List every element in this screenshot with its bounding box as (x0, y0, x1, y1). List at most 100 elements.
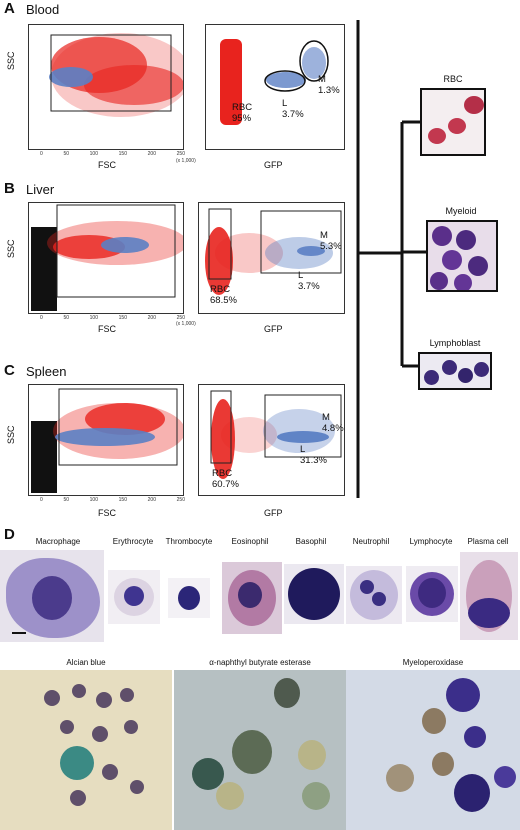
stained-cell (124, 720, 138, 734)
scatter-fsc-ssc-spleen (28, 384, 184, 496)
l-text: L (300, 444, 306, 455)
esterase-cell (274, 678, 300, 708)
tick: 250 (176, 497, 185, 503)
scatter-gfp-ssc-blood (205, 24, 345, 150)
myeloid-cell (456, 230, 476, 250)
erythrocyte-nucleus (124, 586, 144, 606)
m-pct: 4.8% (322, 423, 344, 434)
scatter-svg-b1 (31, 204, 183, 311)
panel-letter-c: C (4, 362, 15, 379)
label-rbc-a: RBC 95% (232, 102, 252, 124)
m-pct: 5.3% (320, 241, 342, 252)
erythrocyte-bg (216, 782, 244, 810)
rbc-text: RBC (210, 284, 231, 295)
m-text: M (318, 74, 326, 85)
erythrocyte-bg (298, 740, 326, 770)
rbc-cloud (51, 33, 183, 117)
tick: 200 (147, 497, 156, 503)
tick: 150 (118, 497, 127, 503)
fsc-unit-a: (x 1,000) (176, 158, 196, 164)
tick: 0 (40, 151, 43, 157)
basophil-body (288, 568, 340, 620)
scale-bar (12, 632, 26, 634)
tick: 50 (63, 315, 69, 321)
stained-cell (130, 780, 144, 794)
m-text: M (322, 412, 330, 423)
image-alcian-blue (0, 670, 172, 830)
xlabel-gfp-c: GFP (264, 508, 283, 518)
ylabel-c: SSC (6, 425, 16, 444)
label-l-b: L 3.7% (298, 270, 320, 292)
tick: 200 (147, 151, 156, 157)
scatter-svg-b2 (205, 208, 342, 295)
mpo-positive-cell (446, 678, 480, 712)
micrograph-myeloid (426, 220, 498, 292)
stain-label-alcian: Alcian blue (66, 658, 106, 667)
rbc-cell (448, 118, 466, 134)
stained-cell (102, 764, 118, 780)
scatter-svg-c2 (210, 390, 342, 479)
image-macrophage (0, 550, 104, 642)
tick: 150 (118, 151, 127, 157)
rbc-text: RBC (232, 102, 253, 113)
lymphoblast-cell (458, 368, 473, 383)
hierarchy-bracket (356, 20, 426, 498)
tick: 100 (89, 151, 98, 157)
image-thrombocyte (168, 578, 210, 618)
dlabel-macrophage: Macrophage (35, 537, 81, 546)
macrophage-nucleus (32, 576, 72, 620)
micrograph-rbc (420, 88, 486, 156)
scatter-gfp-ssc-liver (198, 202, 345, 314)
scatter-gfp-ssc-spleen (198, 384, 345, 496)
alcian-positive-cell (60, 746, 94, 780)
scatter-svg-a2 (220, 39, 329, 125)
dlabel-neutrophil: Neutrophil (352, 537, 390, 546)
mpo-positive-cell (464, 726, 486, 748)
tick: 100 (89, 315, 98, 321)
l-text: L (282, 98, 288, 109)
erythrocyte-bg (386, 764, 414, 792)
fsc-unit-b: (x 1,000) (176, 321, 196, 327)
m-pct: 1.3% (318, 85, 340, 96)
rbc-pct: 60.7% (212, 479, 239, 490)
thrombocyte-body (178, 586, 200, 610)
eosinophil-nucleus (238, 582, 262, 608)
myeloid-cell (432, 226, 452, 246)
image-plasma-cell (460, 552, 518, 640)
panel-title-b: Liver (26, 182, 55, 197)
scatter-svg-c1 (31, 388, 183, 493)
esterase-cell (232, 730, 272, 774)
stained-cell (70, 790, 86, 806)
tick: 200 (147, 315, 156, 321)
tick: 0 (40, 315, 43, 321)
lymphoblast-cell (424, 370, 439, 385)
rbc-text: RBC (212, 468, 233, 479)
panel-letter-b: B (4, 180, 15, 197)
tick: 150 (118, 315, 127, 321)
scatter-fsc-ssc-blood (28, 24, 184, 150)
panel-letter-a: A (4, 0, 15, 17)
panel-title-a: Blood (26, 2, 60, 17)
fsc-ticks-c: 0 50 100 150 200 250 (40, 497, 185, 503)
xlabel-fsc-c: FSC (98, 508, 116, 518)
tick: 250 (176, 151, 185, 157)
stained-cell (44, 690, 60, 706)
l-pct: 3.7% (282, 109, 304, 120)
ylabel-b: SSC (6, 239, 16, 258)
myeloid-cell (454, 274, 472, 290)
tick: 50 (63, 497, 69, 503)
tick: 0 (40, 497, 43, 503)
rbc-cell (428, 128, 446, 144)
image-myeloperoxidase (346, 670, 520, 830)
image-esterase (174, 670, 346, 830)
mpo-positive-cell (454, 774, 490, 812)
micrograph-lymphoblast (418, 352, 492, 390)
stained-cell (60, 720, 74, 734)
panel-title-c: Spleen (26, 364, 67, 379)
image-basophil (284, 564, 344, 624)
dlabel-erythrocyte: Erythrocyte (112, 537, 154, 546)
stained-cell (120, 688, 134, 702)
label-rbc-c: RBC 60.7% (212, 468, 239, 490)
scatter-svg-a1 (49, 33, 183, 117)
m-text: M (320, 230, 328, 241)
